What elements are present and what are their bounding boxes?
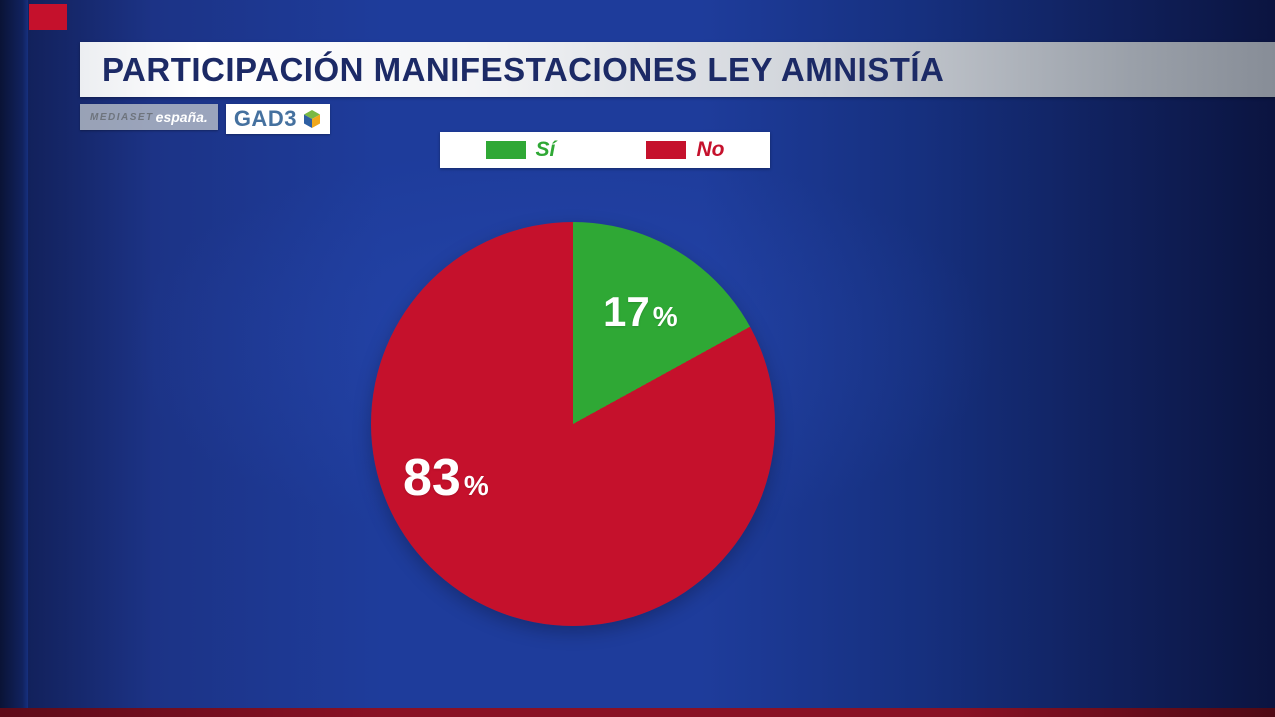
logo-row: MEDIASET españa. GAD3 [80, 104, 330, 134]
gad3-cube-icon [303, 110, 320, 128]
pie-value-no: 83 [403, 449, 461, 507]
legend-item-si: Sí [485, 138, 556, 162]
pie-label-si: 17% [603, 288, 678, 336]
mediaset-logo: MEDIASET españa. [80, 104, 218, 130]
title-bar: PARTICIPACIÓN MANIFESTACIONES LEY AMNIST… [80, 42, 1275, 97]
pie-unit-si: % [652, 301, 678, 332]
pie-label-no: 83% [403, 448, 489, 508]
legend-label-si: Sí [535, 138, 556, 161]
chart-legend: Sí No [440, 132, 770, 168]
pie-value-si: 17 [603, 288, 650, 335]
mediaset-logo-suffix: españa. [155, 109, 208, 125]
gad3-logo: GAD3 [225, 104, 330, 134]
pie-chart-area: 17% 83% [371, 222, 775, 626]
legend-swatch-si [485, 141, 526, 159]
mediaset-logo-prefix: MEDIASET [90, 111, 154, 123]
gad3-logo-text: GAD3 [233, 106, 297, 131]
top-left-red-block [29, 4, 67, 30]
legend-item-no: No [646, 138, 724, 162]
legend-label-no: No [696, 138, 725, 161]
pie-unit-no: % [463, 470, 489, 501]
legend-swatch-no [646, 141, 687, 159]
bottom-red-strip [0, 708, 1275, 717]
page-title: PARTICIPACIÓN MANIFESTACIONES LEY AMNIST… [102, 50, 945, 88]
pie-chart [371, 222, 775, 626]
left-edge-band [0, 0, 28, 717]
